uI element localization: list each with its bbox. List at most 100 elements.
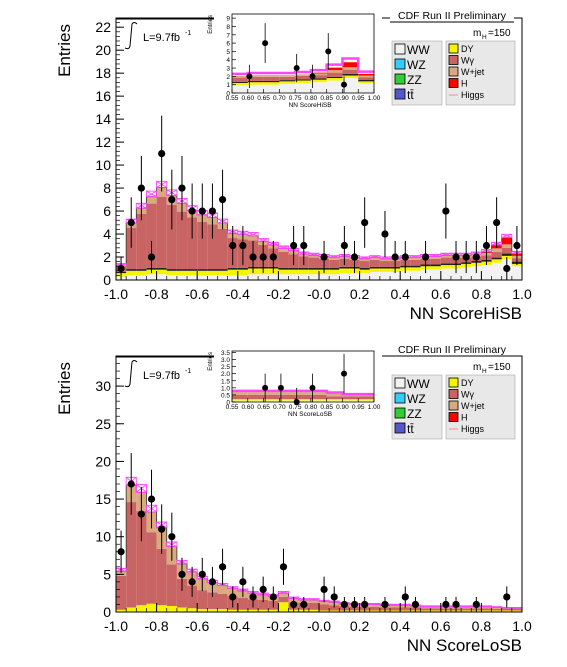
x-tick-label: 0.8	[472, 618, 492, 634]
stack-bar	[237, 269, 248, 276]
x-tick-label: -0.6	[185, 286, 209, 302]
inset-y-tick-label: 1	[226, 82, 230, 89]
inset-stack-bar	[342, 73, 359, 76]
stack-bar	[430, 264, 441, 267]
legend-label: ZZ	[407, 407, 422, 421]
stack-bar	[278, 251, 289, 268]
inset-stack-bar	[295, 80, 311, 84]
y-tick-label: 0	[103, 604, 111, 620]
stack-bar	[400, 607, 411, 611]
stack-bar	[390, 605, 401, 608]
stack-bar	[288, 267, 299, 270]
data-point	[229, 241, 237, 250]
inset-y-tick-label: 0.5	[221, 392, 230, 399]
stack-bar	[379, 268, 391, 272]
mass-label-value: =150	[488, 362, 511, 373]
legend-label: W+jet	[461, 401, 485, 411]
inset-y-tick-label: 2.0	[221, 371, 230, 378]
mass-label: m H =150	[473, 28, 511, 41]
y-tick-label: 12	[95, 134, 111, 150]
inset-x-tick-label: 0.75	[289, 95, 302, 102]
stack-bar	[410, 257, 421, 260]
inset-stack-bar	[263, 394, 280, 400]
stack-bar	[207, 224, 218, 270]
stack-bar	[359, 273, 370, 280]
data-points	[117, 115, 521, 280]
data-point	[452, 600, 460, 609]
inset-y-tick-label: 5	[226, 49, 230, 56]
inset-x-tick-label: 0.85	[320, 95, 333, 102]
inset-stack-bar	[263, 84, 280, 93]
stack-bar	[126, 227, 137, 270]
legend-swatch	[394, 43, 406, 55]
inset-x-tick-label: 0.90	[336, 404, 349, 411]
y-tick-label: 10	[95, 529, 111, 545]
x-tick-label: 0.8	[472, 286, 492, 302]
stack-bar	[217, 228, 228, 270]
data-point	[239, 241, 247, 250]
x-tick-label: -0.8	[145, 618, 169, 634]
legend-label: WW	[407, 377, 430, 391]
inset-x-tick-label: 0.80	[305, 95, 318, 102]
legend-swatch	[394, 88, 406, 100]
inset-stack-bar	[310, 73, 327, 76]
inset-stack-bar	[326, 399, 343, 401]
stack-bar	[440, 265, 451, 269]
inset-x-tick-label: 0.85	[320, 404, 333, 411]
stack-bar	[491, 257, 502, 260]
legend-label: H	[461, 413, 468, 423]
luminosity-text: L=9.7fb	[143, 370, 180, 382]
legend-label: WW	[407, 43, 430, 57]
inset-y-axis-label: Entries	[208, 352, 214, 371]
stack-bar	[237, 267, 248, 270]
signal-bin	[247, 232, 259, 237]
data-point	[340, 600, 348, 609]
y-axis-label: Entries	[55, 362, 74, 415]
inset-stack-bar	[358, 394, 374, 397]
data-point	[269, 253, 277, 261]
inset-stack-bar	[310, 392, 327, 395]
stack-bar	[258, 599, 269, 610]
stack-bar	[176, 269, 188, 271]
stack-bar	[430, 610, 441, 612]
legend-swatch	[394, 422, 406, 434]
stack-bar	[156, 548, 167, 606]
data-point	[147, 253, 156, 261]
stack-bar	[308, 609, 319, 612]
stack-bar	[126, 275, 137, 280]
signal-hatch	[308, 252, 320, 256]
stack-bar	[116, 609, 127, 612]
mass-label-sub: H	[482, 368, 487, 375]
inset-stack-bar	[279, 392, 296, 395]
data-point	[208, 207, 217, 215]
stack-bar	[308, 269, 319, 275]
x-axis-label: NN ScoreLoSB	[407, 636, 522, 655]
inset-y-tick-label: 1.5	[221, 378, 230, 385]
x-tick-label: 0.4	[390, 618, 410, 634]
stack-bar	[217, 269, 228, 271]
stack-bar	[278, 602, 289, 612]
stack-bar	[430, 608, 441, 611]
inset-x-tick-label: 0.70	[273, 95, 286, 102]
data-point	[208, 578, 217, 586]
inset-stack-bar	[295, 79, 311, 81]
data-point	[178, 184, 186, 192]
stack-bar	[187, 217, 198, 270]
x-tick-label: -0.2	[266, 286, 290, 302]
inset-stack-bar	[358, 83, 374, 93]
inset-stack-bar	[295, 399, 311, 401]
stack-bar	[339, 273, 350, 280]
legend-swatch	[394, 58, 406, 70]
inset-stack-bar	[232, 394, 248, 400]
stack-bar	[166, 269, 177, 271]
inset-stack-bar	[279, 400, 296, 402]
legend-swatch	[394, 73, 406, 85]
x-tick-label: 0.6	[431, 618, 451, 634]
stack-bar	[511, 610, 522, 612]
stack-bar	[369, 604, 380, 607]
stack-bar	[379, 266, 391, 269]
stack-bar	[247, 235, 259, 241]
data-point	[493, 218, 501, 227]
stack-bar	[511, 266, 522, 280]
